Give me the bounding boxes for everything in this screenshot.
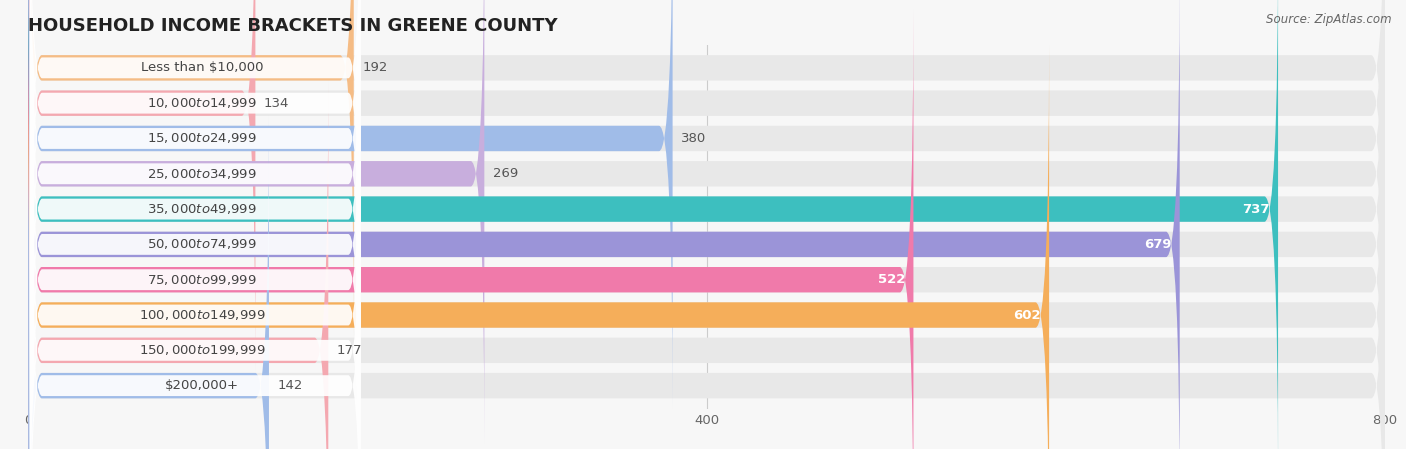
FancyBboxPatch shape [28, 0, 484, 444]
FancyBboxPatch shape [30, 106, 360, 449]
Text: 522: 522 [877, 273, 905, 286]
Text: 679: 679 [1143, 238, 1171, 251]
FancyBboxPatch shape [28, 0, 1385, 338]
FancyBboxPatch shape [28, 0, 1385, 408]
FancyBboxPatch shape [30, 142, 360, 449]
Text: 602: 602 [1012, 308, 1040, 321]
FancyBboxPatch shape [28, 45, 1049, 449]
FancyBboxPatch shape [28, 0, 1385, 444]
FancyBboxPatch shape [30, 0, 360, 418]
FancyBboxPatch shape [28, 10, 914, 449]
FancyBboxPatch shape [30, 0, 360, 382]
Text: $25,000 to $34,999: $25,000 to $34,999 [148, 167, 257, 181]
FancyBboxPatch shape [28, 80, 329, 449]
FancyBboxPatch shape [28, 0, 354, 338]
Text: 737: 737 [1241, 202, 1270, 216]
FancyBboxPatch shape [30, 36, 360, 449]
Text: $75,000 to $99,999: $75,000 to $99,999 [148, 273, 257, 287]
FancyBboxPatch shape [28, 0, 672, 408]
Text: $50,000 to $74,999: $50,000 to $74,999 [148, 238, 257, 251]
FancyBboxPatch shape [30, 71, 360, 449]
Text: 192: 192 [363, 62, 388, 75]
FancyBboxPatch shape [28, 0, 256, 373]
Text: HOUSEHOLD INCOME BRACKETS IN GREENE COUNTY: HOUSEHOLD INCOME BRACKETS IN GREENE COUN… [28, 17, 558, 35]
FancyBboxPatch shape [30, 0, 360, 449]
Text: 134: 134 [264, 97, 290, 110]
Text: $35,000 to $49,999: $35,000 to $49,999 [148, 202, 257, 216]
Text: $150,000 to $199,999: $150,000 to $199,999 [139, 343, 266, 357]
FancyBboxPatch shape [28, 80, 1385, 449]
FancyBboxPatch shape [30, 0, 360, 312]
FancyBboxPatch shape [28, 0, 1385, 449]
Text: Less than $10,000: Less than $10,000 [141, 62, 263, 75]
FancyBboxPatch shape [30, 0, 360, 347]
FancyBboxPatch shape [30, 0, 360, 449]
Text: $100,000 to $149,999: $100,000 to $149,999 [139, 308, 266, 322]
Text: 177: 177 [337, 344, 363, 357]
Text: 380: 380 [681, 132, 706, 145]
FancyBboxPatch shape [28, 10, 1385, 449]
FancyBboxPatch shape [28, 0, 1385, 449]
Text: $15,000 to $24,999: $15,000 to $24,999 [148, 132, 257, 145]
FancyBboxPatch shape [28, 0, 1385, 373]
FancyBboxPatch shape [28, 0, 1278, 449]
FancyBboxPatch shape [28, 45, 1385, 449]
Text: Source: ZipAtlas.com: Source: ZipAtlas.com [1267, 13, 1392, 26]
Text: 142: 142 [277, 379, 302, 392]
Text: 269: 269 [494, 167, 517, 180]
Text: $200,000+: $200,000+ [165, 379, 239, 392]
FancyBboxPatch shape [28, 0, 1180, 449]
FancyBboxPatch shape [28, 116, 269, 449]
FancyBboxPatch shape [28, 116, 1385, 449]
Text: $10,000 to $14,999: $10,000 to $14,999 [148, 96, 257, 110]
